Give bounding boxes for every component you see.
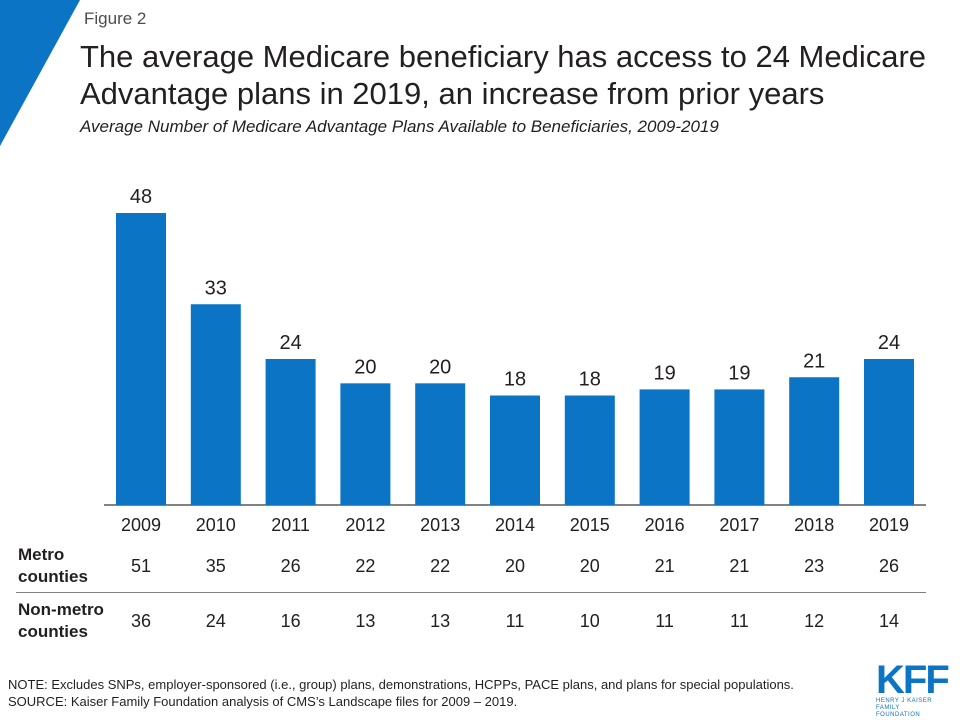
nonmetro-value-2016: 11 (655, 611, 674, 631)
data-label-2015: 18 (579, 369, 601, 391)
nonmetro-value-2012: 13 (355, 611, 376, 631)
data-label-2018: 21 (803, 350, 825, 372)
bar-2015 (564, 395, 615, 505)
nonmetro-row-label: Non-metro counties (18, 599, 104, 643)
metro-value-2019: 26 (878, 556, 900, 576)
chart-title: The average Medicare beneficiary has acc… (80, 39, 927, 111)
figure-label: Figure 2 (84, 9, 147, 28)
metro-row-label: Metro counties (18, 544, 88, 588)
bar-2016 (639, 389, 690, 505)
data-label-2012: 20 (354, 356, 376, 378)
bar-2013 (415, 383, 466, 505)
x-tick-2010: 2010 (196, 515, 236, 535)
nonmetro-value-2013: 13 (430, 611, 451, 631)
bar-2011 (265, 359, 316, 505)
logo-line2: FAMILY FOUNDATION (876, 705, 921, 718)
corner-accent (0, 0, 80, 146)
metro-value-2011: 26 (280, 556, 301, 576)
metro-value-2012: 22 (355, 556, 376, 576)
nonmetro-value-2018: 12 (804, 611, 825, 631)
nonmetro-label-line2: counties (18, 622, 88, 641)
x-tick-2014: 2014 (495, 515, 535, 535)
metro-value-2017: 21 (729, 556, 750, 576)
logo-line1: HENRY J KAISER (876, 698, 933, 704)
metro-label-line1: Metro (18, 545, 65, 564)
nonmetro-value-2009: 36 (130, 611, 152, 631)
data-label-2019: 24 (878, 332, 900, 354)
bar-2019 (864, 359, 914, 505)
data-label-2011: 24 (279, 332, 301, 354)
metro-value-2015: 20 (579, 556, 600, 576)
x-tick-2009: 2009 (121, 515, 161, 535)
data-label-2014: 18 (504, 369, 526, 391)
data-label-2009: 48 (130, 186, 152, 208)
nonmetro-value-2014: 11 (505, 611, 525, 631)
nonmetro-value-2019: 14 (878, 611, 900, 631)
metro-value-2014: 20 (504, 556, 526, 576)
data-label-2017: 19 (728, 362, 750, 384)
x-tick-2019: 2019 (869, 515, 909, 535)
bar-2018 (789, 377, 840, 505)
footnote: NOTE: Excludes SNPs, employer-sponsored … (8, 676, 794, 710)
nonmetro-label-line1: Non-metro (18, 600, 104, 619)
bar-2014 (490, 395, 540, 505)
nonmetro-value-2017: 11 (730, 611, 749, 631)
x-tick-2015: 2015 (570, 515, 610, 535)
table-divider (16, 592, 926, 593)
nonmetro-value-2011: 16 (280, 611, 301, 631)
chart-subtitle: Average Number of Medicare Advantage Pla… (80, 117, 719, 136)
metro-label-line2: counties (18, 567, 88, 586)
bar-2009 (116, 213, 166, 505)
x-tick-2016: 2016 (645, 515, 685, 535)
nonmetro-value-2010: 24 (205, 611, 226, 631)
bar-2010 (190, 304, 241, 505)
kff-logo: KFF HENRY J KAISER FAMILY FOUNDATION (876, 658, 950, 719)
metro-value-2018: 23 (804, 556, 825, 576)
data-label-2013: 20 (429, 356, 451, 378)
x-tick-2018: 2018 (794, 515, 834, 535)
nonmetro-value-2015: 10 (579, 611, 600, 631)
x-tick-2011: 2011 (271, 515, 310, 535)
x-tick-2012: 2012 (345, 515, 385, 535)
data-label-2016: 19 (653, 362, 675, 384)
bar-2012 (340, 383, 391, 505)
metro-value-2013: 22 (430, 556, 451, 576)
metro-value-2009: 51 (130, 556, 152, 576)
metro-value-2010: 35 (205, 556, 226, 576)
bar-chart: 48 2009 33 2010 24 2011 20 2012 20 2013 18 2014 18 20… (104, 186, 926, 535)
metro-value-2016: 21 (654, 556, 675, 576)
source-text: SOURCE: Kaiser Family Foundation analysi… (8, 694, 518, 709)
x-tick-2013: 2013 (420, 515, 460, 535)
logo-mark: KFF (876, 658, 950, 702)
x-tick-2017: 2017 (719, 515, 759, 535)
note-text: NOTE: Excludes SNPs, employer-sponsored … (8, 677, 794, 692)
bar-2017 (714, 389, 765, 505)
data-label-2010: 33 (205, 277, 227, 299)
